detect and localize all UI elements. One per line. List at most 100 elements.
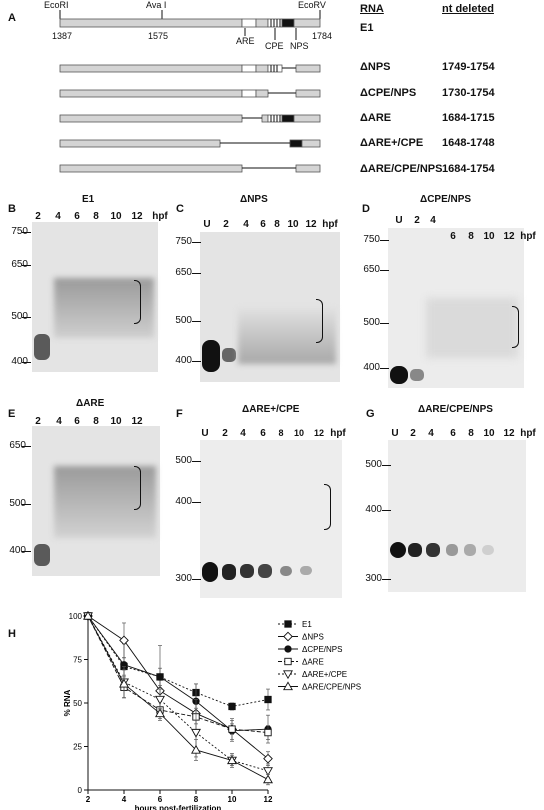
label-nps: NPS xyxy=(290,41,309,51)
y-tick-label: 25 xyxy=(73,743,82,752)
gel-b-lane-5: 12 xyxy=(131,211,143,222)
data-point xyxy=(119,678,129,688)
gel-b-marker-750: 750 xyxy=(11,226,28,237)
gel-c-marker-400: 400 xyxy=(175,355,192,366)
gel-g-unit: hpf xyxy=(520,428,536,439)
col-rna-header: RNA xyxy=(360,3,384,15)
data-point xyxy=(264,695,272,704)
construct-nt-dnps: 1749-1754 xyxy=(442,61,495,73)
panel-c-letter: C xyxy=(176,203,184,215)
gel-f-title: ΔARE+/CPE xyxy=(242,404,300,415)
gel-d-marker-750: 750 xyxy=(363,234,380,245)
construct-name-darecpenps: ΔARE/CPE/NPS xyxy=(360,163,443,175)
gel-g-lane-5: 10 xyxy=(483,428,495,439)
data-point xyxy=(228,725,236,733)
label-cpe: CPE xyxy=(265,41,284,51)
pos-1575: 1575 xyxy=(148,31,169,41)
gel-d-lane-5: 10 xyxy=(483,231,495,242)
gel-g-marker-400: 400 xyxy=(365,504,382,515)
series-line-4 xyxy=(87,615,269,772)
data-point xyxy=(155,708,165,718)
panel-b-letter: B xyxy=(8,203,16,215)
construct-nt-darecpe: 1648-1748 xyxy=(442,137,495,149)
gel-g-marker-500: 500 xyxy=(365,459,382,470)
gel-e-lane-4: 10 xyxy=(110,416,122,427)
legend-marker-0 xyxy=(284,620,292,628)
legend-marker-3 xyxy=(284,657,292,666)
x-tick-label: 8 xyxy=(194,795,199,804)
panel-e-letter: E xyxy=(8,408,16,420)
series-line-5 xyxy=(87,615,269,780)
gel-c-lane-5: 10 xyxy=(287,219,299,230)
gel-d-lane-6: 12 xyxy=(503,231,515,242)
construct-e1-bar xyxy=(59,18,321,28)
gel-f-lane-6: 12 xyxy=(313,428,324,438)
gel-d-lane-4: 8 xyxy=(468,231,474,242)
gel-d-lane-0: U xyxy=(395,215,403,226)
gel-b-marker-400: 400 xyxy=(11,356,28,367)
data-point xyxy=(263,753,273,764)
gel-b-lane-1: 4 xyxy=(55,211,61,222)
construct-nt-dare: 1684-1715 xyxy=(442,112,495,124)
pos-1784: 1784 xyxy=(312,31,333,41)
gel-d-marker-650: 650 xyxy=(363,264,380,275)
gel-f-lane-4: 8 xyxy=(278,428,284,438)
gel-e-marker-400: 400 xyxy=(9,545,26,556)
data-point xyxy=(228,702,236,711)
construct-nt-darecpenps: 1684-1754 xyxy=(442,163,495,175)
x-tick-label: 2 xyxy=(86,795,91,804)
gel-e-image xyxy=(32,426,160,576)
gel-c-lane-0: U xyxy=(203,219,211,230)
gel-e-marker-650: 650 xyxy=(9,440,26,451)
gel-e-lane-3: 8 xyxy=(93,416,99,427)
gel-b-lane-4: 10 xyxy=(110,211,122,222)
gel-c-lane-1: 2 xyxy=(223,219,229,230)
gel-e-lane-5: 12 xyxy=(131,416,143,427)
gel-b-marker-650: 650 xyxy=(11,259,28,270)
series-line-1 xyxy=(87,615,269,760)
site-ecorv: EcoRV xyxy=(298,0,326,10)
x-tick-label: 6 xyxy=(158,795,163,804)
construct-dare-bar xyxy=(59,114,321,123)
gel-f-lane-2: 4 xyxy=(240,428,246,439)
legend-label-0: E1 xyxy=(302,620,312,629)
site-avai: Ava I xyxy=(146,0,167,10)
gel-f-unit: hpf xyxy=(330,428,346,439)
gel-c-lane-2: 4 xyxy=(243,219,249,230)
gel-g-lane-0: U xyxy=(391,428,399,439)
gel-f-lane-3: 6 xyxy=(260,428,266,439)
gel-c-unit: hpf xyxy=(322,219,338,230)
gel-g-lane-3: 6 xyxy=(450,428,456,439)
gel-d-title: ΔCPE/NPS xyxy=(420,194,472,205)
legend-label-5: ΔARE/CPE/NPS xyxy=(302,683,361,692)
data-point xyxy=(83,610,93,620)
legend-marker-1 xyxy=(283,631,293,642)
construct-name-darecpe: ΔARE+/CPE xyxy=(360,137,424,149)
gel-b-marker-500: 500 xyxy=(11,311,28,322)
gel-g-lane-6: 12 xyxy=(503,428,515,439)
gel-e-title: ΔARE xyxy=(76,398,105,409)
gel-b-unit: hpf xyxy=(152,211,168,222)
x-tick-label: 4 xyxy=(122,795,127,804)
data-point xyxy=(119,635,129,646)
gel-g-title: ΔARE/CPE/NPS xyxy=(418,404,493,415)
panel-h-letter: H xyxy=(8,628,16,640)
data-point xyxy=(155,695,165,705)
data-point xyxy=(263,767,273,776)
data-point xyxy=(156,673,164,681)
gel-g-lane-1: 2 xyxy=(410,428,416,439)
gel-b-title: E1 xyxy=(82,194,95,205)
gel-d-marker-400: 400 xyxy=(363,362,380,373)
gel-d-image xyxy=(388,228,524,388)
construct-name-dcpenps: ΔCPE/NPS xyxy=(360,87,417,99)
label-are: ARE xyxy=(236,36,255,46)
construct-nt-dcpenps: 1730-1754 xyxy=(442,87,495,99)
gel-f-lane-0: U xyxy=(201,428,209,439)
gel-e-lane-1: 4 xyxy=(56,416,62,427)
gel-f-lane-1: 2 xyxy=(222,428,228,439)
construct-dcpenps-bar xyxy=(59,89,321,98)
gel-c-image xyxy=(200,232,340,382)
gel-c-lane-3: 6 xyxy=(260,219,266,230)
gel-g-image xyxy=(388,440,526,592)
